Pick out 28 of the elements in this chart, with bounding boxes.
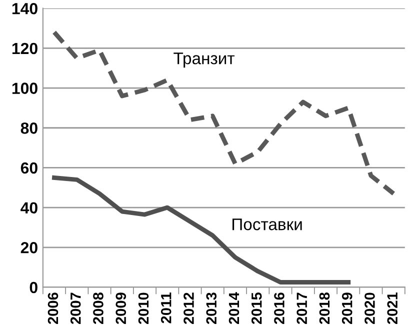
x-tick-label: 2018 xyxy=(319,292,330,324)
y-tick-label: 100 xyxy=(12,82,38,94)
y-tick-label: 140 xyxy=(12,2,38,14)
series-label: Поставки xyxy=(232,218,302,230)
x-tick-label: 2021 xyxy=(387,292,398,324)
line-series xyxy=(52,30,396,196)
x-tick-label: 2012 xyxy=(184,292,194,324)
x-tick-label: 2020 xyxy=(364,292,375,324)
y-tick-label: 80 xyxy=(20,122,38,134)
x-tick-label: 2017 xyxy=(296,292,308,324)
x-tick-label: 2008 xyxy=(93,292,104,324)
x-tick-label: 2010 xyxy=(138,292,149,324)
x-tick-label: 2009 xyxy=(116,292,126,324)
series-label: Транзит xyxy=(174,52,235,68)
x-tick-label: 2011 xyxy=(160,292,172,324)
y-tick-label: 40 xyxy=(20,202,38,214)
x-tick-label: 2019 xyxy=(342,292,352,324)
y-tick-label: 120 xyxy=(12,42,38,54)
x-tick-label: 2006 xyxy=(48,292,58,324)
y-tick-label: 0 xyxy=(30,282,38,294)
y-tick-label: 60 xyxy=(20,162,38,174)
x-tick-label: 2014 xyxy=(228,292,240,324)
line-series xyxy=(52,175,351,284)
x-tick-label: 2007 xyxy=(70,292,81,324)
x-tick-label: 2015 xyxy=(251,292,262,324)
y-tick-label: 20 xyxy=(20,242,38,254)
x-tick-label: 2013 xyxy=(206,292,217,324)
x-tick-label: 2016 xyxy=(274,292,284,324)
